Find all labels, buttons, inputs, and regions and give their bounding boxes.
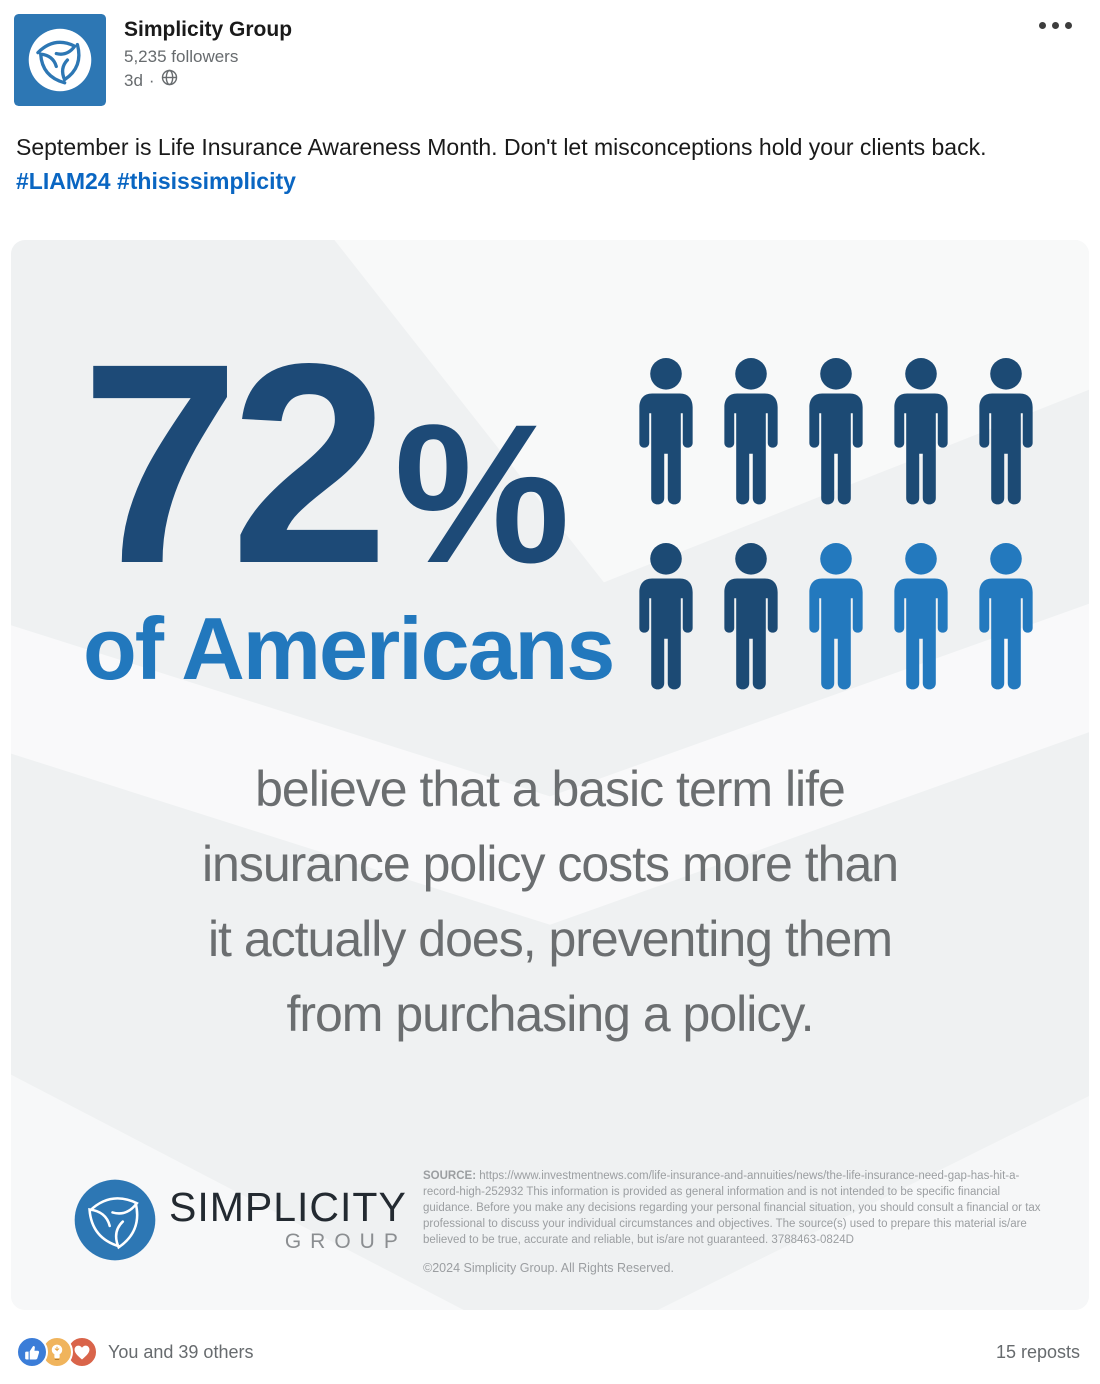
body-line: insurance policy costs more than: [201, 836, 899, 892]
body-line: it actually does, preventing them: [207, 911, 893, 967]
person-icon: [885, 543, 957, 693]
company-name[interactable]: Simplicity Group: [124, 18, 293, 41]
follower-count: 5,235 followers: [124, 47, 239, 66]
body-line: believe that a basic term life: [255, 761, 846, 817]
post-text-body: September is Life Insurance Awareness Mo…: [16, 134, 987, 160]
person-icon: [630, 543, 702, 693]
company-avatar[interactable]: [14, 14, 106, 106]
people-grid: [630, 358, 1042, 693]
disclaimer-text: SOURCE: https://www.investmentnews.com/l…: [423, 1168, 1051, 1276]
simplicity-swirl-icon: [73, 1178, 157, 1262]
logo-wordmark: SIMPLICITY GROUP: [169, 1185, 407, 1255]
person-icon: [715, 543, 787, 693]
infographic-body-text: believe that a basic term life insurance…: [11, 752, 1089, 1052]
header-text: Simplicity Group 5,235 followers 3d ·: [124, 14, 292, 93]
stat-subject: of Americans: [83, 599, 615, 698]
reactions-summary[interactable]: You and 39 others: [16, 1336, 253, 1368]
logo-text-group: GROUP: [284, 1230, 407, 1253]
person-icon: [800, 358, 872, 508]
stat-headline: 72%: [81, 322, 570, 607]
overflow-menu-button[interactable]: [1033, 16, 1078, 35]
body-line: from purchasing a policy.: [286, 986, 814, 1042]
meta-separator: ·: [148, 71, 155, 90]
logo-text-simplicity: SIMPLICITY: [169, 1184, 407, 1230]
copyright-line: ©2024 Simplicity Group. All Rights Reser…: [423, 1261, 674, 1275]
simplicity-group-logo: SIMPLICITY GROUP: [73, 1178, 407, 1262]
person-icon: [800, 543, 872, 693]
source-label: SOURCE:: [423, 1170, 477, 1182]
stat-percent-sign: %: [394, 383, 571, 604]
post-image-infographic[interactable]: 72% of Americans believe that a basic te…: [11, 240, 1089, 1310]
post-text: September is Life Insurance Awareness Mo…: [0, 130, 1100, 198]
disclaimer-body: This information is provided as general …: [423, 1186, 1041, 1246]
source-url: https://www.investmentnews.com/life-insu…: [423, 1170, 1020, 1198]
person-icon: [970, 543, 1042, 693]
stat-number: 72: [81, 305, 389, 623]
person-icon: [885, 358, 957, 508]
person-icon: [715, 358, 787, 508]
simplicity-logo-icon: [14, 14, 106, 106]
post-header: Simplicity Group 5,235 followers 3d ·: [0, 0, 1100, 106]
social-bar: You and 39 others 15 reposts: [0, 1322, 1100, 1384]
timestamp: 3d: [124, 71, 143, 90]
hashtag-link[interactable]: #thisissimplicity: [116, 168, 296, 194]
reactions-count-label[interactable]: You and 39 others: [108, 1341, 254, 1362]
disclaimer-source: SOURCE: https://www.investmentnews.com/l…: [423, 1168, 1051, 1248]
person-icon: [630, 358, 702, 508]
hashtag-link[interactable]: #LIAM24: [16, 168, 111, 194]
globe-icon: [161, 69, 178, 93]
like-reaction-icon[interactable]: [16, 1336, 48, 1368]
person-icon: [970, 358, 1042, 508]
reposts-count-label[interactable]: 15 reposts: [995, 1341, 1080, 1362]
post-meta: 3d ·: [124, 69, 292, 93]
